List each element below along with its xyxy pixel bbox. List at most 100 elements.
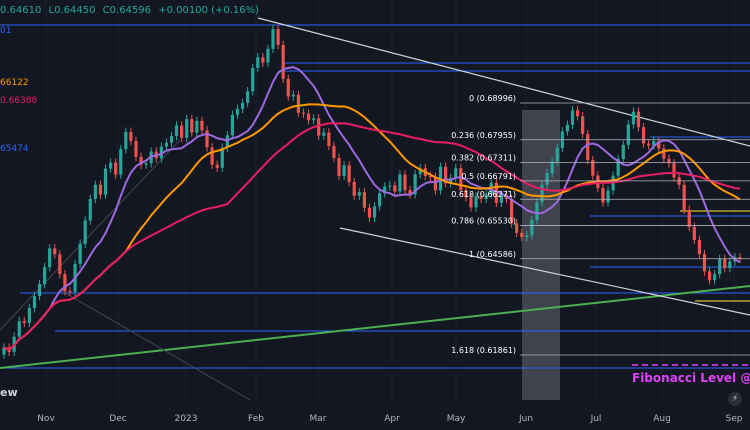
candle-body-111 [565,124,570,132]
candle-body-113 [575,110,580,117]
fib-label-1: 1 (0.64586) [469,250,516,259]
candle-body-79 [403,174,407,191]
trend-lines [0,17,750,401]
x-tick-jul: Jul [590,414,602,424]
candle-body-112 [570,110,575,125]
candle-body-81 [413,174,417,195]
candle-body-127 [647,143,651,146]
x-tick-jun: Jun [518,414,533,424]
candle-body-85 [433,177,438,191]
candle-body-12 [63,274,67,292]
candle-body-11 [58,254,62,275]
candle-body-37 [190,119,194,133]
lower-channel-line [339,227,750,316]
candle-body-69 [352,181,356,196]
candle-body-57 [291,94,295,97]
indicator-label-2: 66122 [0,78,29,88]
chart-grid [45,0,735,400]
candle-body-35 [180,125,184,138]
candle-body-25 [129,131,133,142]
candle-body-44 [225,135,229,148]
candle-body-6 [32,296,37,309]
candle-body-33 [169,136,174,143]
candle-body-3 [17,321,21,337]
candle-body-18 [93,184,97,199]
candle-body-16 [83,220,87,244]
candle-body-51 [261,57,265,63]
indicator-label-3: 0.66388 [0,96,38,106]
candle-body-38 [195,120,199,133]
candle-body-82 [418,168,422,175]
candle-body-34 [174,125,179,137]
x-tick-sep: Sep [726,414,743,424]
indicator-label-1: 01 [0,26,12,36]
faint-line-1 [0,139,181,331]
candle-body-17 [88,198,92,221]
candle-body-40 [205,130,209,148]
candle-body-65 [332,145,336,158]
candle-body-136 [692,226,696,240]
ohlc-close: C0.64596 [102,5,152,16]
candle-body-19 [98,184,103,195]
candle-body-131 [667,158,671,164]
candle-body-138 [702,254,707,272]
bolt-icon[interactable]: ⚡ [728,392,742,406]
candle-body-109 [555,148,559,162]
candle-body-114 [581,116,585,134]
candle-body-134 [682,184,686,210]
candle-body-32 [164,142,169,147]
candle-body-5 [27,308,31,323]
candle-body-43 [220,147,224,168]
candle-body-108 [550,161,554,174]
x-tick-feb: Feb [248,414,264,424]
ohlc-change: +0.00100 (+0.16%) [158,5,260,16]
candle-body-15 [78,243,82,264]
ohlc-low: L0.64450 [48,5,96,16]
candle-body-62 [317,118,321,136]
candle-body-26 [134,141,138,157]
fib-label-0.382: 0.382 (0.67311) [451,154,516,163]
candle-body-74 [378,193,382,207]
candle-body-7 [37,284,42,297]
fib-shaded-zone [522,110,560,400]
fib-label-0.618: 0.618 (0.66271) [451,190,516,199]
candle-body-48 [246,91,250,103]
candle-body-27 [139,156,143,165]
candle-body-123 [626,124,630,145]
candle-body-75 [383,186,387,194]
upper-channel-line [257,17,750,147]
x-tick-may: May [447,414,466,424]
candle-body-28 [144,163,148,165]
candle-body-143 [728,261,732,269]
x-axis: Nov Dec 2023 Feb Mar Apr May Jun Jul Aug Sep [0,400,750,430]
candle-body-24 [124,131,128,150]
candle-body-61 [312,118,316,121]
candle-body-64 [327,132,331,146]
candle-body-54 [276,29,280,45]
candle-body-92 [469,197,473,208]
candle-body-132 [672,163,676,178]
candle-body-87 [444,166,448,184]
candle-body-84 [428,175,432,178]
candle-body-4 [22,321,26,323]
candle-body-129 [657,141,661,149]
candle-body-58 [296,94,300,113]
candle-body-73 [372,206,377,218]
candle-body-76 [388,185,392,187]
candle-body-89 [454,168,458,179]
candle-body-95 [484,194,488,199]
candle-body-130 [662,148,666,159]
candle-body-103 [525,235,529,238]
candle-body-97 [494,182,498,203]
candle-body-80 [408,190,412,195]
candle-body-101 [515,223,519,233]
ohlc-open: 0.64610 [0,5,42,16]
shaded-zone [522,110,560,400]
candle-body-124 [631,111,636,125]
x-axis-band [0,400,750,430]
candle-body-47 [240,102,245,109]
candle-body-52 [266,48,270,63]
candle-body-55 [281,44,285,79]
candle-body-0 [2,347,6,355]
